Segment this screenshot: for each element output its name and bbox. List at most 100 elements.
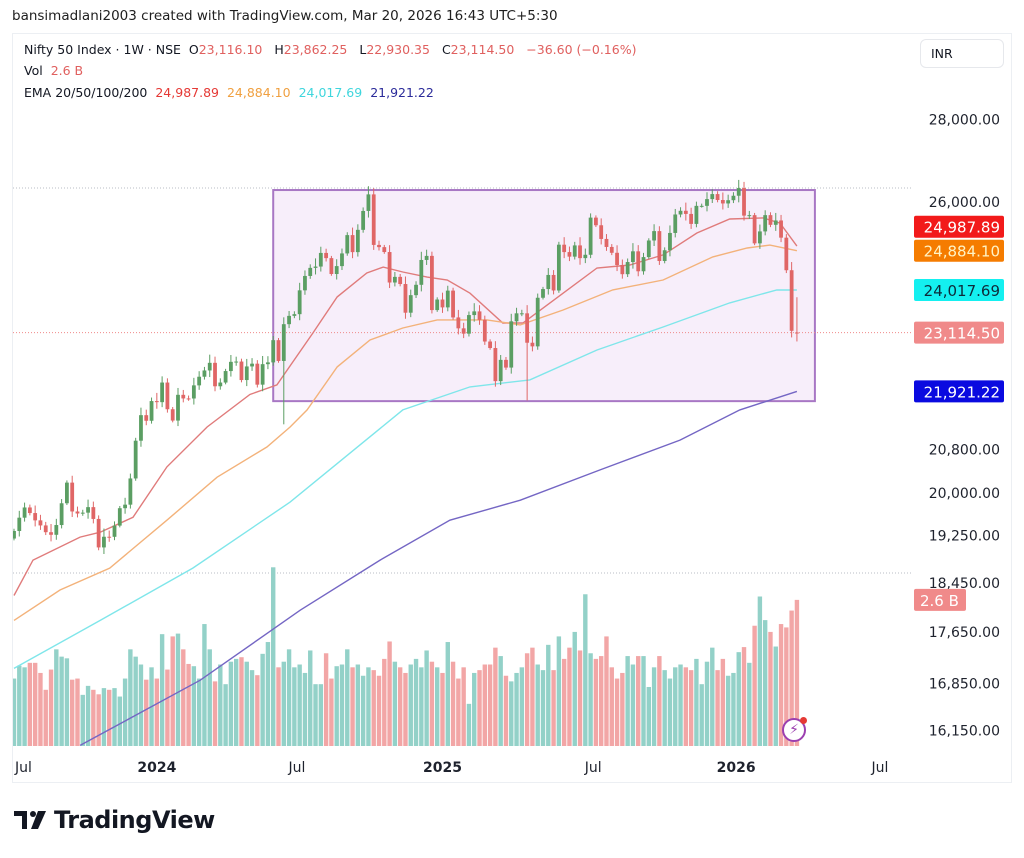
candle[interactable] — [757, 224, 762, 249]
candle[interactable] — [271, 335, 276, 366]
candle[interactable] — [408, 289, 413, 318]
candle[interactable] — [535, 293, 540, 350]
candle[interactable] — [260, 355, 265, 392]
candle[interactable] — [451, 287, 455, 320]
candle[interactable] — [398, 273, 403, 287]
candle[interactable] — [218, 378, 223, 390]
candle[interactable] — [556, 241, 561, 293]
candle[interactable] — [139, 407, 143, 447]
candle[interactable] — [387, 245, 392, 289]
candle[interactable] — [551, 270, 556, 295]
candle[interactable] — [377, 240, 381, 251]
candle[interactable] — [70, 475, 75, 517]
candle[interactable] — [355, 224, 360, 257]
candle[interactable] — [472, 303, 477, 322]
candle[interactable] — [43, 521, 48, 536]
candle[interactable] — [49, 524, 53, 542]
candle[interactable] — [710, 189, 715, 204]
candle[interactable] — [747, 210, 752, 219]
candle[interactable] — [504, 356, 508, 370]
candle[interactable] — [91, 501, 96, 524]
candle[interactable] — [318, 246, 323, 272]
candle[interactable] — [181, 389, 186, 403]
candle[interactable] — [509, 313, 514, 374]
candle[interactable] — [276, 337, 281, 363]
candle[interactable] — [414, 281, 418, 299]
candle[interactable] — [636, 245, 641, 277]
candle[interactable] — [519, 309, 524, 317]
candle[interactable] — [773, 212, 778, 231]
candle[interactable] — [112, 521, 117, 541]
candle[interactable] — [726, 194, 731, 208]
candle[interactable] — [266, 356, 270, 370]
candle[interactable] — [620, 259, 625, 279]
candle[interactable] — [197, 371, 202, 390]
candle[interactable] — [456, 309, 461, 335]
candle[interactable] — [652, 224, 656, 247]
candle[interactable] — [578, 237, 582, 265]
candle[interactable] — [186, 395, 191, 401]
candle[interactable] — [17, 510, 22, 537]
candle[interactable] — [752, 212, 757, 246]
candle[interactable] — [255, 360, 260, 388]
candle[interactable] — [541, 286, 545, 300]
candle[interactable] — [165, 378, 170, 413]
candle[interactable] — [133, 437, 138, 481]
candle[interactable] — [567, 246, 572, 262]
candle[interactable] — [435, 297, 440, 312]
candle[interactable] — [604, 234, 609, 251]
candle[interactable] — [117, 505, 122, 528]
candle[interactable] — [720, 192, 725, 210]
candle[interactable] — [736, 179, 741, 203]
candle[interactable] — [223, 368, 228, 385]
candle[interactable] — [340, 248, 344, 271]
candle[interactable] — [65, 480, 69, 506]
candle[interactable] — [33, 505, 38, 527]
candle[interactable] — [345, 232, 350, 256]
candle[interactable] — [461, 322, 466, 339]
candle[interactable] — [419, 251, 424, 292]
candle[interactable] — [440, 292, 445, 313]
candle[interactable] — [646, 238, 651, 259]
candle[interactable] — [731, 192, 736, 204]
candle[interactable] — [673, 208, 678, 238]
candle[interactable] — [27, 504, 32, 516]
candle[interactable] — [689, 207, 694, 229]
candle[interactable] — [366, 186, 371, 218]
candle[interactable] — [313, 258, 318, 275]
candle[interactable] — [207, 354, 212, 378]
candle[interactable] — [292, 311, 297, 319]
candle[interactable] — [482, 315, 487, 345]
candle[interactable] — [562, 237, 567, 259]
candle[interactable] — [763, 210, 768, 236]
candle[interactable] — [493, 341, 498, 387]
candle[interactable] — [329, 255, 334, 276]
candle[interactable] — [583, 248, 588, 264]
candle[interactable] — [657, 226, 662, 265]
candle[interactable] — [625, 258, 630, 278]
candle[interactable] — [297, 282, 302, 321]
candle[interactable] — [588, 213, 593, 259]
candle[interactable] — [641, 252, 646, 275]
candle[interactable] — [176, 387, 180, 427]
candle[interactable] — [287, 310, 291, 329]
candle[interactable] — [715, 191, 720, 203]
candle[interactable] — [59, 499, 64, 529]
candle[interactable] — [683, 202, 688, 221]
candle[interactable] — [599, 218, 604, 245]
candle[interactable] — [784, 234, 789, 274]
candle[interactable] — [170, 407, 175, 423]
candle[interactable] — [12, 528, 16, 541]
candle[interactable] — [128, 473, 133, 509]
candle[interactable] — [213, 356, 217, 392]
candle[interactable] — [530, 336, 535, 352]
candle[interactable] — [477, 305, 482, 325]
candle[interactable] — [789, 262, 794, 338]
candle[interactable] — [662, 247, 667, 264]
candle[interactable] — [779, 214, 783, 243]
candle[interactable] — [149, 397, 154, 424]
candle[interactable] — [38, 514, 43, 530]
candle[interactable] — [742, 181, 746, 221]
candle[interactable] — [382, 244, 387, 254]
